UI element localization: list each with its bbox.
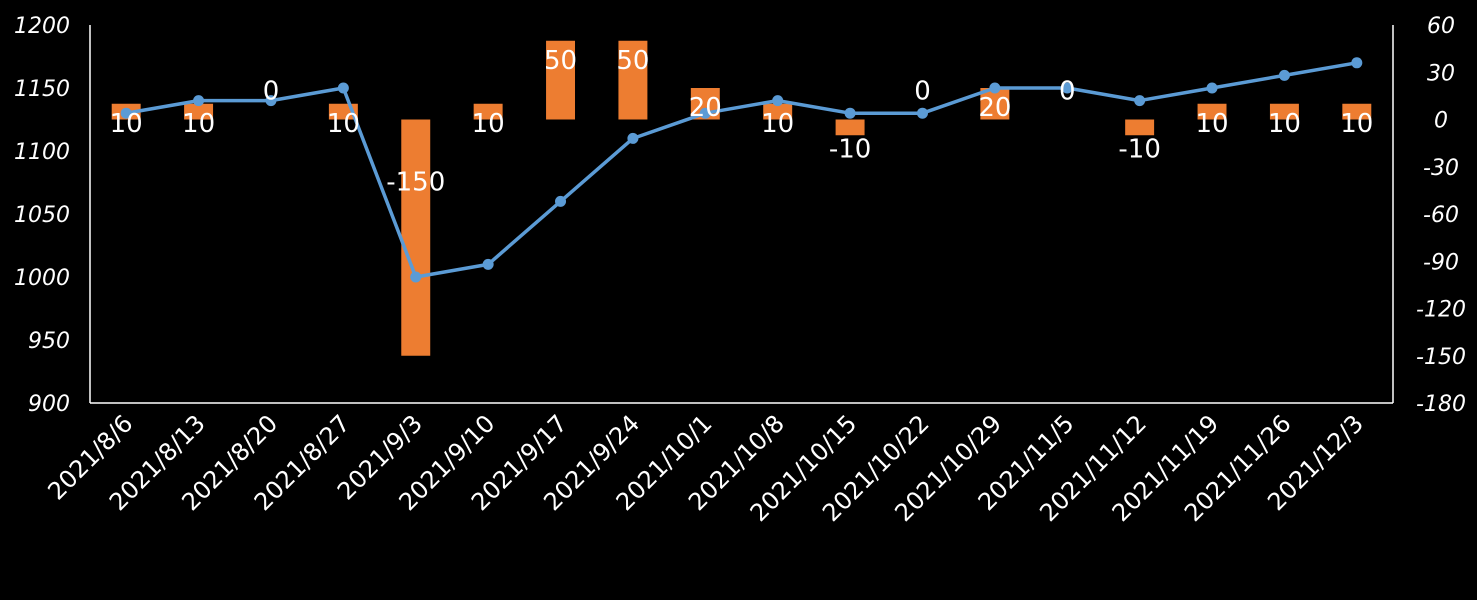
bar-series xyxy=(111,40,1372,356)
right-y-axis-ticks: 60 30 0 -30 -60 -90 -120 -150 -180 xyxy=(1416,14,1466,417)
bar-2021/11/26 xyxy=(1269,103,1299,120)
line-point-2021/8/6 xyxy=(120,107,132,119)
right-tick--120: -120 xyxy=(1416,298,1466,323)
left-tick-1050: 1050 xyxy=(14,203,70,228)
line-point-2021/11/5 xyxy=(1061,82,1073,94)
bar-label-2021/11/5: 0 xyxy=(1059,77,1076,107)
line-point-2021/9/10 xyxy=(482,258,494,270)
bar-data-labels: 10 10 0 10 -150 10 50 50 20 10 -10 0 20 0 -10 10 10 10 xyxy=(110,46,1374,198)
bar-label-2021/9/17: 50 xyxy=(544,46,577,76)
line-point-2021/10/22 xyxy=(916,107,928,119)
bar-label-2021/12/3: 10 xyxy=(1340,109,1373,139)
line-point-2021/10/15 xyxy=(844,107,856,119)
bar-2021/11/19 xyxy=(1197,103,1227,120)
line-point-2021/8/20 xyxy=(265,95,277,107)
bar-label-2021/11/26: 10 xyxy=(1268,109,1301,139)
line-point-2021/9/24 xyxy=(627,132,639,144)
bar-label-2021/8/20: 0 xyxy=(263,77,280,107)
line-point-2021/11/12 xyxy=(1134,95,1146,107)
right-tick--90: -90 xyxy=(1423,250,1459,275)
right-tick-0: 0 xyxy=(1434,109,1448,134)
bar-2021/12/3 xyxy=(1342,103,1372,120)
left-tick-950: 950 xyxy=(28,329,70,354)
left-tick-1200: 1200 xyxy=(14,14,70,39)
bar-label-2021/11/12: -10 xyxy=(1118,134,1160,164)
left-tick-900: 900 xyxy=(28,392,70,417)
right-tick-60: 60 xyxy=(1427,14,1455,39)
line-point-2021/12/3 xyxy=(1351,57,1363,69)
bar-label-2021/9/3: -150 xyxy=(386,167,445,197)
left-tick-1000: 1000 xyxy=(14,266,70,291)
bar-2021/9/3 xyxy=(401,119,431,356)
bar-2021/10/15 xyxy=(835,119,865,136)
line-point-2021/8/27 xyxy=(337,82,349,94)
axes xyxy=(89,25,1394,404)
bar-label-2021/8/27: 10 xyxy=(327,109,360,139)
line-point-2021/8/13 xyxy=(193,95,205,107)
line-series xyxy=(120,57,1363,283)
bar-label-2021/10/8: 10 xyxy=(761,109,794,139)
right-tick--150: -150 xyxy=(1416,345,1466,370)
line-path xyxy=(125,61,1358,279)
bar-2021/8/13 xyxy=(184,103,214,120)
bar-2021/9/17 xyxy=(546,40,576,120)
line-point-2021/9/3 xyxy=(410,271,422,283)
x-axis-ticks: 2021/8/62021/8/132021/8/202021/8/272021/… xyxy=(42,409,1369,527)
line-point-2021/11/26 xyxy=(1278,69,1290,81)
bar-label-2021/8/13: 10 xyxy=(182,109,215,139)
bar-label-2021/8/6: 10 xyxy=(110,109,143,139)
left-tick-1100: 1100 xyxy=(14,140,70,165)
line-point-2021/11/19 xyxy=(1206,82,1218,94)
right-tick--180: -180 xyxy=(1416,392,1466,417)
bar-label-2021/11/19: 10 xyxy=(1195,109,1228,139)
bar-label-2021/10/1: 20 xyxy=(689,93,722,123)
right-tick--30: -30 xyxy=(1423,156,1459,181)
bar-label-2021/9/10: 10 xyxy=(472,109,505,139)
line-point-2021/9/17 xyxy=(555,195,567,207)
bar-label-2021/10/22: 0 xyxy=(914,77,931,107)
bar-2021/9/10 xyxy=(473,103,503,120)
right-tick-30: 30 xyxy=(1427,61,1455,86)
left-tick-1150: 1150 xyxy=(14,77,70,102)
right-tick--60: -60 xyxy=(1423,203,1459,228)
line-point-2021/10/1 xyxy=(699,107,711,119)
line-point-2021/10/8 xyxy=(772,95,784,107)
bar-2021/10/8 xyxy=(763,103,793,120)
left-y-axis-ticks: 1200 1150 1100 1050 1000 950 900 xyxy=(14,14,70,417)
bar-2021/11/12 xyxy=(1125,119,1155,136)
bar-2021/9/24 xyxy=(618,40,648,120)
bar-label-2021/10/15: -10 xyxy=(829,134,871,164)
bar-label-2021/10/29: 20 xyxy=(978,93,1011,123)
bar-label-2021/9/24: 50 xyxy=(616,46,649,76)
line-point-2021/10/29 xyxy=(989,82,1001,94)
